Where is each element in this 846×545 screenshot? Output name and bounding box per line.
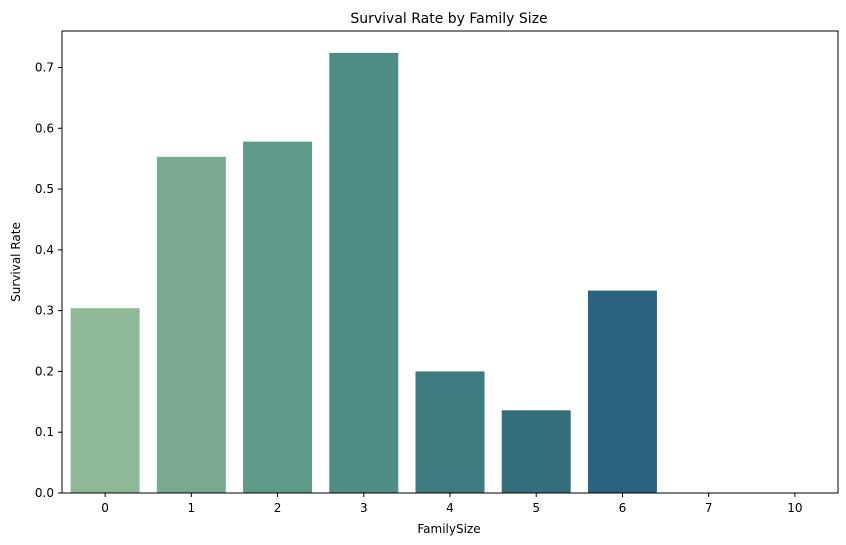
bar-6 — [587, 290, 657, 493]
x-tick-label: 2 — [274, 501, 282, 515]
bar-5 — [501, 410, 571, 493]
x-axis-label: FamilySize — [417, 522, 480, 536]
bar-4 — [415, 371, 485, 493]
x-tick-label: 1 — [188, 501, 196, 515]
bar-3 — [329, 52, 399, 493]
x-tick-label: 4 — [446, 501, 454, 515]
y-tick-label: 0.2 — [35, 364, 54, 378]
y-tick-label: 0.6 — [35, 121, 54, 135]
bar-2 — [243, 141, 313, 493]
y-tick-label: 0.0 — [35, 486, 54, 500]
y-tick-label: 0.4 — [35, 243, 54, 257]
bar-0 — [70, 308, 140, 493]
x-tick-label: 6 — [619, 501, 627, 515]
x-axis: 0 1 2 3 4 5 6 7 10 — [101, 493, 803, 515]
y-axis-label: Survival Rate — [9, 222, 23, 302]
x-tick-label: 3 — [360, 501, 368, 515]
x-tick-label: 0 — [101, 501, 109, 515]
x-tick-label: 10 — [787, 501, 802, 515]
bar-1 — [156, 156, 226, 493]
y-tick-label: 0.5 — [35, 182, 54, 196]
plot-area — [70, 52, 657, 493]
y-tick-label: 0.7 — [35, 60, 54, 74]
y-tick-label: 0.1 — [35, 425, 54, 439]
x-tick-label: 5 — [532, 501, 540, 515]
x-tick-label: 7 — [705, 501, 713, 515]
chart-title: Survival Rate by Family Size — [350, 11, 547, 27]
y-tick-label: 0.3 — [35, 304, 54, 318]
y-axis: 0.0 0.1 0.2 0.3 0.4 0.5 0.6 0.7 — [35, 60, 62, 500]
